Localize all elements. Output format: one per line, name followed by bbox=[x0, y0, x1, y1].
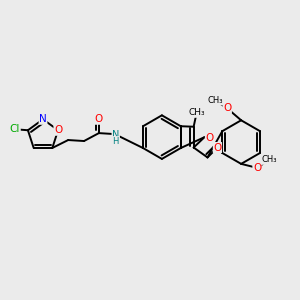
Text: O: O bbox=[223, 103, 231, 113]
Text: Cl: Cl bbox=[10, 124, 20, 134]
Text: CH₃: CH₃ bbox=[208, 96, 223, 105]
Text: N: N bbox=[112, 130, 119, 140]
Text: O: O bbox=[253, 163, 261, 173]
Text: H: H bbox=[112, 136, 119, 146]
Text: O: O bbox=[54, 125, 62, 135]
Text: CH₃: CH₃ bbox=[261, 155, 277, 164]
Text: O: O bbox=[95, 114, 103, 124]
Text: CH₃: CH₃ bbox=[188, 108, 205, 117]
Text: O: O bbox=[213, 142, 221, 152]
Text: O: O bbox=[206, 133, 214, 143]
Text: N: N bbox=[39, 114, 47, 124]
